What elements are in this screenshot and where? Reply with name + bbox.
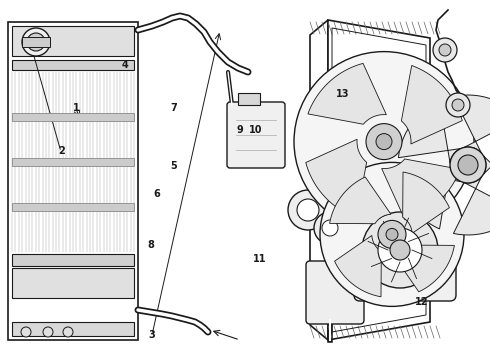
Polygon shape [310, 20, 328, 340]
Circle shape [297, 199, 319, 221]
Circle shape [21, 327, 31, 337]
Circle shape [452, 99, 464, 111]
Text: 8: 8 [147, 240, 154, 250]
Text: 11: 11 [253, 254, 267, 264]
Polygon shape [328, 20, 430, 340]
Text: 4: 4 [122, 60, 128, 70]
Bar [12, 158, 134, 166]
Bar [8, 22, 138, 340]
Bar [12, 60, 134, 70]
Text: 1: 1 [73, 103, 79, 113]
Text: 10: 10 [249, 125, 263, 135]
Circle shape [288, 190, 328, 230]
Bar [12, 322, 134, 336]
Polygon shape [393, 245, 454, 292]
Polygon shape [306, 139, 367, 218]
Bar [12, 113, 134, 121]
Circle shape [322, 220, 338, 236]
Circle shape [294, 51, 474, 231]
Text: 13: 13 [336, 89, 350, 99]
Text: 3: 3 [148, 330, 155, 340]
Bar [22, 37, 50, 47]
Circle shape [314, 212, 346, 244]
Bar [12, 203, 134, 211]
Polygon shape [330, 177, 391, 224]
FancyBboxPatch shape [306, 261, 364, 324]
Bar [12, 26, 134, 56]
Circle shape [362, 212, 438, 288]
Polygon shape [398, 167, 461, 229]
Circle shape [378, 220, 406, 248]
Circle shape [43, 327, 53, 337]
Text: 7: 7 [171, 103, 177, 113]
Circle shape [433, 38, 457, 62]
Circle shape [450, 147, 486, 183]
Text: 6: 6 [153, 189, 160, 199]
Polygon shape [403, 172, 449, 233]
Polygon shape [453, 95, 490, 153]
Polygon shape [308, 63, 386, 124]
Polygon shape [401, 66, 462, 144]
Circle shape [22, 28, 50, 56]
Circle shape [63, 327, 73, 337]
Text: 9: 9 [237, 125, 244, 135]
Bar [12, 254, 134, 266]
Bar [238, 93, 260, 105]
Polygon shape [453, 177, 490, 235]
Circle shape [27, 33, 45, 51]
FancyBboxPatch shape [227, 102, 285, 168]
Text: 5: 5 [171, 161, 177, 171]
Polygon shape [398, 101, 461, 163]
Circle shape [446, 93, 470, 117]
Circle shape [390, 240, 410, 260]
Polygon shape [335, 235, 381, 297]
Polygon shape [382, 159, 460, 220]
Circle shape [439, 44, 451, 56]
Text: 2: 2 [58, 146, 65, 156]
Polygon shape [484, 130, 490, 200]
Circle shape [386, 228, 398, 240]
Circle shape [320, 162, 464, 306]
Text: 12: 12 [415, 297, 428, 307]
FancyBboxPatch shape [354, 199, 456, 301]
Bar [12, 268, 134, 298]
Circle shape [376, 134, 392, 150]
Circle shape [366, 123, 402, 159]
Circle shape [378, 228, 422, 272]
Circle shape [458, 155, 478, 175]
